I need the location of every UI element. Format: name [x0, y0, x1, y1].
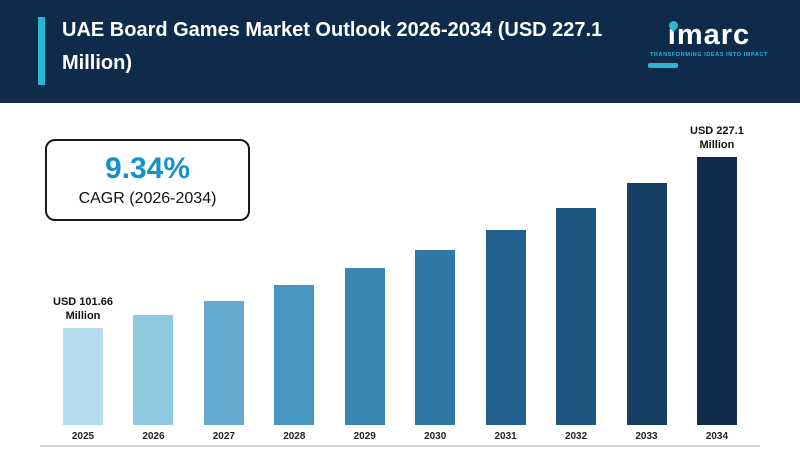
bar-column-2032: 2032 — [541, 112, 611, 445]
bar-series: USD 101.66 Million 2025 2026 2027 2028 2029 20… — [48, 112, 752, 445]
bar-2029 — [344, 268, 385, 425]
x-axis-label: 2033 — [635, 431, 658, 442]
bar-2030 — [415, 249, 456, 425]
x-axis-label: 2032 — [564, 431, 588, 442]
bar-2028 — [274, 285, 315, 425]
bar-column-2029: 2029 — [330, 112, 400, 445]
x-axis-label: 2034 — [705, 431, 729, 442]
bar-2034 — [696, 157, 737, 425]
bar-chart: USD 101.66 Million 2025 2026 2027 2028 2029 20… — [40, 112, 760, 447]
imarc-brand-label: ımarc — [667, 19, 751, 51]
bar-2026 — [133, 314, 174, 425]
x-axis-label: 2030 — [424, 431, 447, 442]
x-axis-label: 2026 — [142, 431, 165, 442]
bar-column-2027: 2027 — [189, 112, 259, 445]
bar-value-label: USD 227.1 Million — [690, 125, 744, 151]
x-axis-label: 2031 — [494, 431, 517, 442]
bar-column-2031: 2031 — [471, 112, 541, 445]
bar-column-2030: 2030 — [400, 112, 470, 445]
chart-baseline — [40, 445, 760, 447]
x-axis-label: 2025 — [71, 431, 95, 442]
title-accent-bar — [38, 17, 45, 85]
x-axis-label: 2028 — [283, 431, 306, 442]
cagr-label: CAGR (2026-2034) — [78, 190, 217, 207]
x-axis-label: 2027 — [212, 431, 235, 442]
imarc-brand-text: ımarc — [666, 19, 751, 51]
header-banner: UAE Board Games Market Outlook 2026-2034… — [0, 0, 800, 103]
page-title: UAE Board Games Market Outlook 2026-2034… — [62, 19, 603, 74]
bar-2031 — [485, 229, 526, 425]
bar-2025 — [63, 327, 103, 425]
bar-column-2026: 2026 — [118, 112, 188, 445]
imarc-tagline: TRANSFORMING IDEAS INTO IMPACT — [649, 52, 769, 58]
bar-2033 — [626, 183, 667, 425]
bar-column-2034: USD 227.1 Million 2034 — [682, 112, 752, 445]
bar-2032 — [556, 207, 597, 425]
bar-column-2025: USD 101.66 Million 2025 — [48, 112, 118, 445]
x-axis-label: 2029 — [353, 431, 376, 442]
imarc-logo: ımarc TRANSFORMING IDEAS INTO IMPACT — [644, 19, 774, 68]
imarc-logo-underline — [648, 63, 678, 68]
cagr-callout-box: 9.34% CAGR (2026-2034) — [45, 139, 250, 221]
bar-2027 — [203, 300, 244, 425]
bar-column-2028: 2028 — [259, 112, 329, 445]
bar-column-2033: 2033 — [612, 112, 682, 445]
bar-value-label: USD 101.66 Million — [53, 295, 113, 322]
cagr-value: 9.34% — [104, 152, 191, 185]
